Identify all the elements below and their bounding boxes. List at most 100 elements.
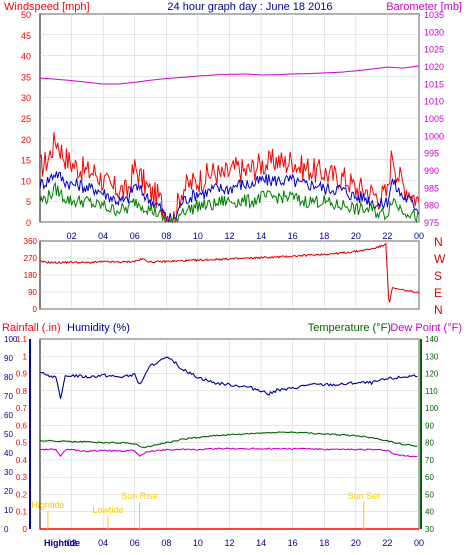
annotation-label: Lowtide xyxy=(92,505,123,515)
barometer-tick-label: 995 xyxy=(424,149,439,159)
windspeed-axis-label: Windspeed [mph] xyxy=(4,1,90,13)
wind-x-tick-label: 04 xyxy=(98,231,108,241)
climate-x-tick-label: 02 xyxy=(67,538,77,548)
wind-x-tick-label: 12 xyxy=(224,231,234,241)
rain-tick-label: 0.6 xyxy=(16,421,28,430)
dewpoint-axis-label: Dew Point (°F) xyxy=(390,322,462,334)
wind-tick-label: 0 xyxy=(26,218,31,228)
wind-low-line xyxy=(39,181,420,224)
climate-grid xyxy=(40,338,420,530)
rain-tick-label: 0.9 xyxy=(16,370,28,379)
rain-tick-label: 0.3 xyxy=(16,473,28,482)
climate-x-tick-label: 22 xyxy=(382,538,392,548)
wind-x-tick-label: 14 xyxy=(256,231,266,241)
humidity-axis-label: Humidity (%) xyxy=(67,322,130,334)
temperature-tick-label: 30 xyxy=(425,525,434,534)
wind-x-ticks: 02 04 06 08 10 12 14 16 18 20 22 00 xyxy=(67,231,424,241)
barometer-tick-label: 1030 xyxy=(424,27,444,37)
barometer-tick-label: 1015 xyxy=(424,79,444,89)
temperature-tick-label: 40 xyxy=(425,508,434,517)
wind-tick-label: 35 xyxy=(21,72,31,82)
direction-degree-label: 180 xyxy=(24,271,38,280)
barometer-tick-label: 990 xyxy=(424,166,439,176)
humidity-tick-label: 40 xyxy=(4,449,13,458)
direction-degree-label: 0 xyxy=(33,305,38,314)
barometer-tick-label: 1035 xyxy=(424,10,444,20)
climate-x-tick-label: 20 xyxy=(351,538,361,548)
humidity-tick-label: 20 xyxy=(4,487,13,496)
wind-tick-label: 45 xyxy=(21,31,31,41)
wind-direction-line xyxy=(39,242,420,303)
barometer-tick-label: 1020 xyxy=(424,62,444,72)
wind-x-tick-label: 10 xyxy=(193,231,203,241)
wind-tick-label: 25 xyxy=(21,114,31,124)
wind-left-ticks: 0 5 10 15 20 25 30 35 40 45 50 xyxy=(21,10,31,228)
wind-tick-label: 20 xyxy=(21,135,31,145)
humidity-line xyxy=(39,356,418,399)
wind-tick-label: 15 xyxy=(21,156,31,166)
direction-compass-label: S xyxy=(434,269,442,283)
direction-compass-label: N xyxy=(434,303,443,317)
temperature-tick-label: 50 xyxy=(425,490,434,499)
rain-tick-label: 0.4 xyxy=(16,456,28,465)
barometer-ticks: 975 980 985 990 995 1000 1005 1010 1015 1020 1025 1… xyxy=(424,10,444,228)
direction-degree-label: 270 xyxy=(24,254,38,263)
rain-ticks: 0 0.1 0.2 0.3 0.4 0.5 0.6 0.7 0.8 0.9 1 1.1 xyxy=(16,335,28,534)
temperature-tick-label: 120 xyxy=(425,370,439,379)
humidity-ticks: 0 10 20 30 40 50 60 70 80 90 100 xyxy=(4,335,18,534)
temperature-tick-label: 100 xyxy=(425,404,439,413)
barometer-axis-label: Barometer [mb] xyxy=(386,1,462,13)
barometer-tick-label: 985 xyxy=(424,183,439,193)
direction-degree-ticks: 0 90 180 270 360 xyxy=(24,237,38,314)
rain-tick-label: 0.2 xyxy=(16,490,28,499)
direction-degree-label: 90 xyxy=(28,288,37,297)
direction-compass-label: W xyxy=(434,252,446,266)
temperature-ticks: 30 40 50 60 70 80 90 100 110 120 130 140 xyxy=(425,335,439,534)
rain-tick-label: 1 xyxy=(23,352,28,361)
annotation-label: Sun Set xyxy=(348,491,381,501)
humidity-tick-label: 70 xyxy=(4,392,13,401)
rain-tick-label: 0.8 xyxy=(16,387,28,396)
rain-tick-label: 0.7 xyxy=(16,404,28,413)
humidity-tick-label: 10 xyxy=(4,506,13,515)
wind-tick-label: 10 xyxy=(21,176,31,186)
climate-x-tick-label: 06 xyxy=(130,538,140,548)
wind-x-tick-label: 00 xyxy=(414,231,424,241)
climate-x-tick-label: 14 xyxy=(256,538,266,548)
tide-axis-prefix-label: Hightide xyxy=(44,538,80,548)
direction-compass-label: E xyxy=(434,286,442,300)
humidity-tick-label: 90 xyxy=(4,354,13,363)
climate-x-tick-label: 10 xyxy=(193,538,203,548)
direction-series xyxy=(39,242,420,303)
wind-x-tick-label: 16 xyxy=(288,231,298,241)
climate-x-tick-label: 16 xyxy=(288,538,298,548)
direction-compass-label: N xyxy=(434,235,443,249)
climate-x-tick-label: 04 xyxy=(98,538,108,548)
barometer-tick-label: 1000 xyxy=(424,131,444,141)
temperature-tick-label: 140 xyxy=(425,335,439,344)
wind-x-tick-label: 20 xyxy=(351,231,361,241)
climate-x-tick-label: 18 xyxy=(319,538,329,548)
wind-x-tick-label: 08 xyxy=(161,231,171,241)
wind-series xyxy=(39,65,420,224)
temperature-tick-label: 60 xyxy=(425,473,434,482)
temperature-tick-label: 80 xyxy=(425,439,434,448)
climate-x-tick-label: 08 xyxy=(161,538,171,548)
windspeed-line xyxy=(39,132,420,224)
rain-axis-bar xyxy=(29,339,31,529)
wind-x-tick-label: 18 xyxy=(319,231,329,241)
temp-axis-bar xyxy=(420,339,422,529)
dewpoint-line xyxy=(39,447,418,458)
humidity-tick-label: 100 xyxy=(4,335,18,344)
wind-average-line xyxy=(39,171,420,224)
wind-tick-label: 5 xyxy=(26,197,31,207)
barometer-tick-label: 980 xyxy=(424,201,439,211)
wind-tick-label: 40 xyxy=(21,52,31,62)
temperature-line xyxy=(39,431,418,449)
wind-x-tick-label: 22 xyxy=(382,231,392,241)
rain-tick-label: 1.1 xyxy=(16,335,28,344)
rainfall-axis-label: Rainfall (.in) xyxy=(2,322,61,334)
